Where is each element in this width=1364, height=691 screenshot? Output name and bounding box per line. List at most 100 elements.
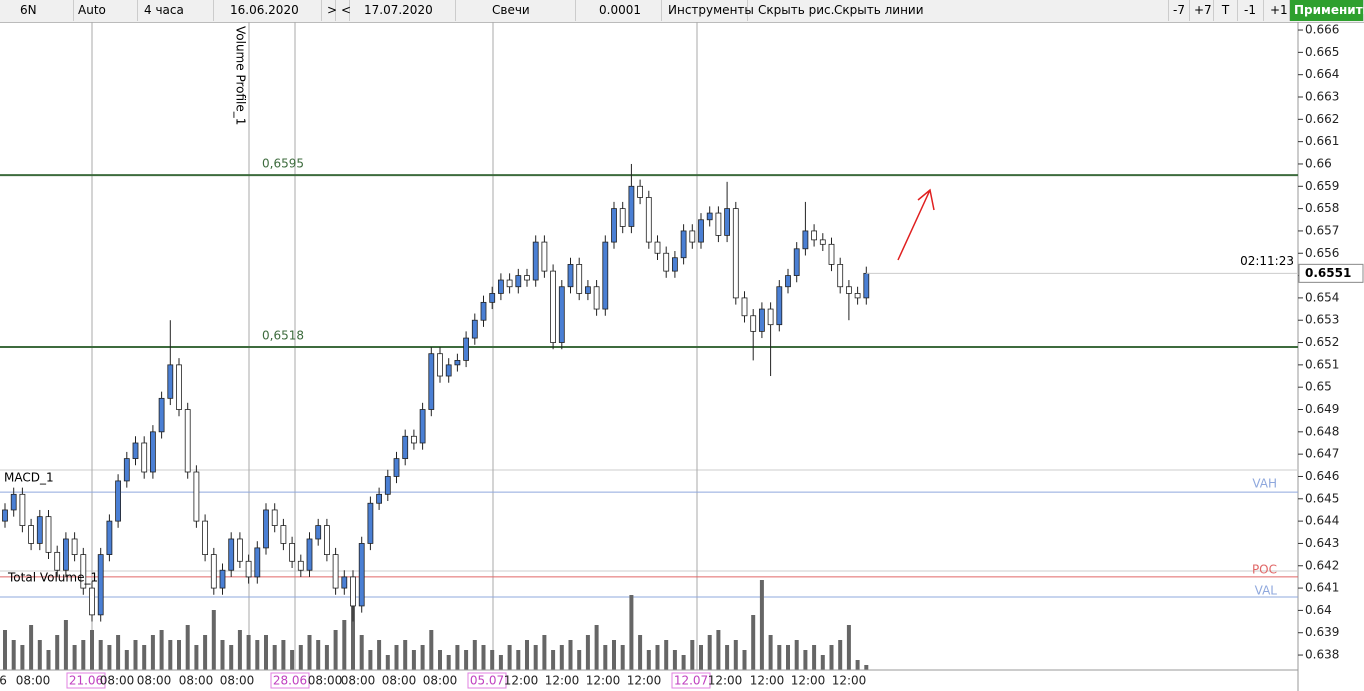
plus1[interactable]: +1 (1266, 0, 1290, 21)
volume-bar (333, 630, 338, 670)
volume-bar (812, 645, 817, 670)
candle-body (585, 286, 591, 294)
volume-bar (864, 665, 869, 670)
candle-body (323, 525, 330, 555)
hide-drawings[interactable]: Скрыть рис. (758, 3, 835, 17)
x-tick-label: 08:00 (308, 674, 343, 688)
candle-body (341, 576, 348, 589)
date-to[interactable]: 17.07.2020 (350, 0, 456, 21)
volume-bar (438, 650, 442, 670)
y-tick-label: 0.66 (1305, 156, 1332, 170)
y-tick-label: 0.653 (1305, 313, 1339, 327)
profile-label: VAH (1252, 477, 1277, 491)
y-tick-label: 0.645 (1305, 491, 1339, 505)
volume-bar (629, 595, 634, 670)
x-tick-label: 12:00 (586, 674, 621, 688)
volume-bar (498, 655, 503, 670)
volume-bar (194, 645, 199, 670)
apply-button[interactable]: Применить (1290, 0, 1364, 21)
volume-bar (246, 635, 251, 670)
x-tick-label: 08:00 (382, 674, 417, 688)
y-tick-label: 0.647 (1305, 447, 1339, 461)
volume-bar (124, 650, 129, 670)
candle-body (602, 241, 609, 310)
candle-body (497, 279, 504, 294)
candle-body (315, 525, 322, 540)
volume-bar (29, 625, 34, 670)
y-tick-label: 0.648 (1305, 424, 1339, 438)
y-tick-label: 0.639 (1305, 625, 1339, 639)
y-tick-label: 0.665 (1305, 45, 1339, 59)
x-tick-label: 08:00 (220, 674, 255, 688)
candle-body (480, 301, 487, 321)
next-button[interactable]: > (323, 0, 337, 21)
timeframe-select[interactable]: 4 часа (140, 0, 214, 21)
arrow (897, 188, 935, 261)
candle-body (689, 230, 696, 243)
plus7[interactable]: +7 (1190, 0, 1214, 21)
volume-bar (820, 655, 825, 670)
candle-body (350, 576, 356, 607)
volume-bar (63, 620, 68, 670)
minus7[interactable]: -7 (1168, 0, 1190, 21)
candle-body (54, 551, 61, 571)
x-tick-label: 08:00 (100, 674, 135, 688)
x-tick-label: 12:00 (627, 674, 662, 688)
y-tick-label: 0.641 (1305, 581, 1339, 595)
candle-body (167, 364, 174, 399)
x-tick-label: 12.07 (674, 674, 708, 688)
candle-body (419, 409, 426, 444)
candle-body (89, 587, 95, 616)
volume-bar (507, 645, 512, 670)
y-tick-label: 0.652 (1305, 335, 1339, 349)
symbol-select[interactable]: 6N (0, 0, 74, 21)
candle-body (785, 275, 791, 288)
volume-bar (446, 655, 451, 670)
candle-body (306, 538, 313, 571)
volume-bar (490, 650, 495, 670)
volume-bar (559, 645, 564, 670)
volume-bar (603, 645, 608, 670)
volume-bar (342, 620, 347, 670)
tick-size[interactable]: 0.0001 (578, 0, 662, 21)
candle-body (541, 241, 548, 272)
volume-bar (786, 645, 790, 670)
candle-body (236, 538, 243, 562)
x-tick-label: 08:00 (16, 674, 51, 688)
candle-body (471, 319, 478, 339)
volume-bar (716, 630, 721, 670)
candle-body (202, 520, 209, 555)
y-tick-label: 0.65 (1305, 380, 1332, 394)
y-tick-label: 0.646 (1305, 469, 1339, 483)
volume-bar (411, 650, 416, 670)
candle-body (28, 525, 35, 544)
date-from[interactable]: 16.06.2020 (216, 0, 322, 21)
t-button[interactable]: T (1214, 0, 1238, 21)
volume-bar (638, 635, 643, 670)
style-select[interactable]: Свечи (458, 0, 576, 21)
volume-bar (98, 640, 103, 670)
scale-select[interactable]: Auto (74, 0, 138, 21)
y-tick-label: 0.666 (1305, 23, 1339, 37)
volume-bar (794, 640, 799, 670)
volume-bar (90, 630, 94, 670)
volume-bar (46, 650, 51, 670)
x-tick-label: 08:00 (341, 674, 376, 688)
tools-button[interactable]: Инструменты (664, 0, 754, 21)
volume-bar (577, 650, 582, 670)
minus1[interactable]: -1 (1240, 0, 1264, 21)
candle-body (463, 337, 470, 361)
prev-button[interactable]: < (337, 0, 351, 21)
candle-body (428, 353, 435, 410)
volume-bar (11, 640, 16, 670)
candle-body (376, 493, 383, 504)
candle-body (10, 493, 17, 511)
x-tick-label: 05.07 (470, 674, 504, 688)
y-tick-label: 0.651 (1305, 357, 1339, 371)
y-tick-label: 0.638 (1305, 648, 1339, 662)
candle-body (576, 264, 583, 294)
hide-lines[interactable]: Скрыть линии (834, 3, 924, 17)
indicator-label: MACD_1 (4, 471, 54, 485)
volume-bar (368, 650, 373, 670)
